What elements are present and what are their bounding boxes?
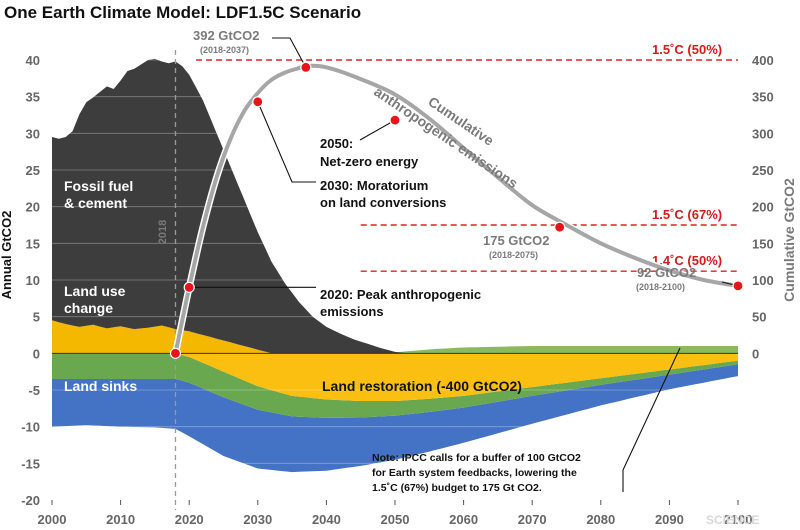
mid-value-label: 175 GtCO2 — [483, 233, 549, 248]
x-tick-label: 2020 — [175, 512, 204, 527]
x-tick-label: 2000 — [38, 512, 67, 527]
leader-line — [257, 101, 316, 183]
right-tick-label: 200 — [752, 200, 774, 215]
left-tick-label: 25 — [26, 163, 40, 178]
right-tick-label: 100 — [752, 273, 774, 288]
reference-year-label: 2018 — [157, 220, 169, 244]
note-leader-line — [622, 347, 681, 492]
right-tick-label: 150 — [752, 236, 774, 251]
fossil-fuel-area — [52, 58, 409, 354]
right-tick-label: 50 — [752, 310, 766, 325]
cumulative-point — [300, 61, 312, 73]
axes: 2000 2010 2020 2030 2040 2050 2060 2070 2080 2090… — [21, 53, 774, 527]
left-tick-label: -5 — [28, 383, 40, 398]
left-tick-label: 40 — [26, 53, 40, 68]
cumulative-point — [389, 114, 401, 126]
x-tick-label: 2060 — [449, 512, 478, 527]
cumulative-point — [169, 347, 182, 359]
x-tick-label: 2090 — [655, 512, 684, 527]
land-restoration-area — [175, 353, 738, 401]
event-2030-line2: on land conversions — [320, 195, 446, 210]
x-tick-label: 2030 — [243, 512, 272, 527]
budget-label: 1.5˚C (50%) — [652, 42, 722, 57]
x-tick-label: 2070 — [518, 512, 547, 527]
landuse-label-line1: Land use — [64, 283, 126, 299]
x-tick-label: 2100 — [724, 512, 753, 527]
right-tick-label: 250 — [752, 163, 774, 178]
land-net-positive-area — [381, 346, 738, 354]
left-tick-label: 5 — [33, 310, 40, 325]
chart-title: One Earth Climate Model: LDF1.5C Scenari… — [4, 3, 361, 22]
right-tick-label: 300 — [752, 126, 774, 141]
fossil-label-line2: & cement — [64, 195, 127, 211]
cumulative-curve — [173, 63, 740, 356]
cumulative-layer: 1.5˚C (50%) 1.5˚C (67%) 1.4˚C (50%) — [169, 37, 744, 492]
note-line3: 1.5˚C (67%) budget to 175 Gt CO2. — [372, 482, 542, 494]
left-axis-label: Annual GtCO2 — [0, 211, 14, 300]
leader-line — [272, 37, 307, 68]
note-line2: for Earth system feedbacks, lowering the — [372, 467, 577, 479]
note-line1: Note: IPCC calls for a buffer of 100 GtC… — [372, 452, 581, 464]
event-2050-line1: 2050: — [320, 136, 353, 151]
land-sinks-label: Land sinks — [64, 378, 137, 394]
curve-label-line2: anthropogenic emissions — [371, 83, 521, 191]
mid-range-label: (2018-2075) — [489, 250, 538, 260]
event-2050-line2: Net-zero energy — [320, 154, 419, 169]
area-layers — [52, 58, 738, 473]
landuse-label-line2: change — [64, 300, 113, 316]
left-tick-label: 15 — [26, 236, 40, 251]
left-tick-label: 35 — [26, 90, 40, 105]
left-tick-label: -15 — [21, 456, 40, 471]
cumulative-point — [183, 281, 195, 293]
left-tick-label: -10 — [21, 420, 40, 435]
land-restoration-label: Land restoration (-400 GtCO2) — [322, 378, 522, 394]
event-2030-line1: 2030: Moratorium — [320, 178, 428, 193]
watermark: SCIENCE — [706, 513, 759, 527]
cumulative-point — [252, 96, 264, 108]
fossil-label-line1: Fossil fuel — [64, 178, 133, 194]
event-2020-line1: 2020: Peak anthropogenic — [320, 287, 481, 302]
land-sinks-area — [52, 353, 738, 418]
budget-label: 1.5˚C (67%) — [652, 207, 722, 222]
left-tick-label: 10 — [26, 273, 40, 288]
ocean-sinks-area — [52, 364, 738, 473]
right-tick-label: 400 — [752, 53, 774, 68]
peak-range-label: (2018-2037) — [200, 45, 249, 55]
cumulative-point — [732, 280, 744, 292]
peak-value-label: 392 GtCO2 — [193, 28, 259, 43]
land-use-change-area — [52, 320, 272, 354]
x-tick-label: 2050 — [381, 512, 410, 527]
x-tick-label: 2040 — [312, 512, 341, 527]
ocean-sinks-label: Ocean sinks — [64, 429, 147, 445]
left-tick-label: 0 — [33, 346, 40, 361]
end-range-label: (2018-2100) — [636, 282, 685, 292]
end-value-label: 92 GtCO2 — [637, 265, 696, 280]
left-tick-label: 30 — [26, 126, 40, 141]
event-2020-line2: emissions — [320, 304, 384, 319]
x-tick-label: 2080 — [586, 512, 615, 527]
x-tick-label: 2010 — [106, 512, 135, 527]
leader-line — [359, 119, 396, 141]
right-tick-label: 0 — [752, 346, 759, 361]
right-tick-label: 350 — [752, 90, 774, 105]
left-tick-label: 20 — [26, 200, 40, 215]
right-axis-label: Cumulative GtCO2 — [781, 178, 797, 302]
left-tick-label: -20 — [21, 493, 40, 508]
budget-label: 1.4˚C (50%) — [652, 253, 722, 268]
grid-lines — [52, 50, 738, 510]
cumulative-point — [554, 221, 566, 233]
